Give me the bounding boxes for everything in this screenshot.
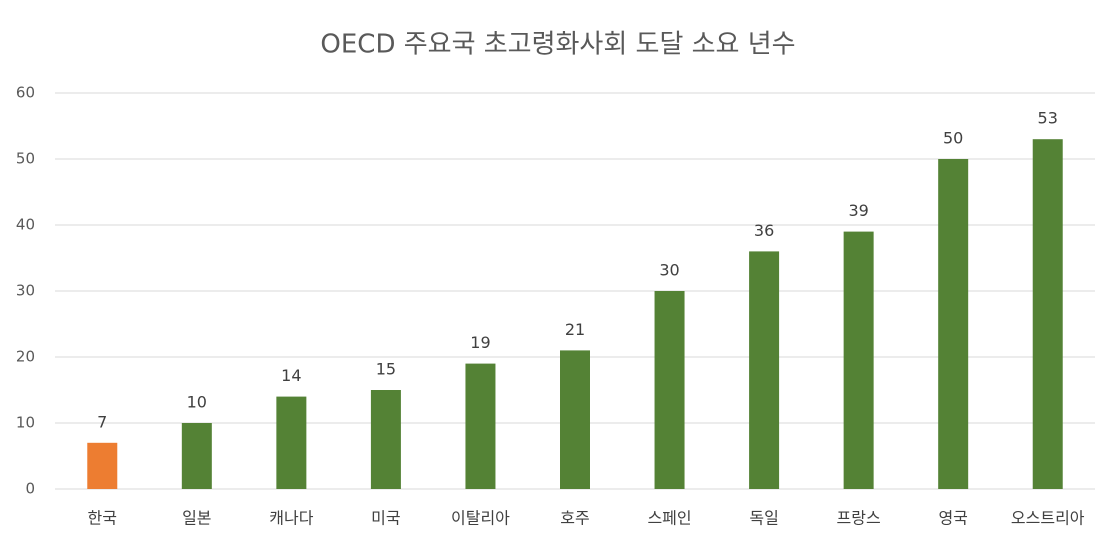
x-tick-label: 미국 bbox=[371, 509, 400, 528]
value-label: 10 bbox=[187, 393, 207, 412]
value-label: 50 bbox=[943, 129, 963, 148]
bar bbox=[560, 350, 590, 489]
x-tick-label: 한국 bbox=[88, 509, 117, 528]
value-label: 39 bbox=[848, 201, 868, 220]
bar bbox=[370, 390, 401, 489]
value-label: 14 bbox=[281, 366, 301, 385]
value-label: 36 bbox=[754, 221, 774, 240]
value-label: 7 bbox=[97, 412, 107, 431]
x-tick-label: 오스트리아 bbox=[1011, 509, 1085, 528]
y-tick-label: 50 bbox=[16, 150, 35, 168]
y-tick-label: 40 bbox=[16, 216, 35, 234]
bar bbox=[843, 231, 874, 489]
value-label: 15 bbox=[376, 360, 396, 379]
bar bbox=[749, 251, 780, 489]
x-tick-label: 이탈리아 bbox=[451, 509, 510, 528]
x-tick-label: 호주 bbox=[560, 509, 589, 528]
x-tick-label: 독일 bbox=[749, 509, 778, 528]
x-tick-label: 스페인 bbox=[647, 509, 691, 528]
bar bbox=[1032, 139, 1063, 489]
value-label: 53 bbox=[1038, 109, 1058, 128]
bar bbox=[276, 396, 307, 489]
bar bbox=[938, 159, 969, 489]
x-tick-label: 프랑스 bbox=[837, 509, 881, 528]
y-tick-label: 10 bbox=[16, 414, 35, 432]
value-label: 30 bbox=[659, 261, 679, 280]
y-tick-label: 0 bbox=[25, 480, 35, 498]
y-tick-label: 60 bbox=[16, 84, 35, 102]
x-tick-label: 일본 bbox=[182, 509, 211, 528]
value-label: 21 bbox=[565, 320, 585, 339]
x-tick-label: 영국 bbox=[938, 509, 967, 528]
chart-title: OECD 주요국 초고령화사회 도달 소요 년수 bbox=[320, 30, 795, 60]
y-tick-label: 20 bbox=[16, 348, 35, 366]
bar bbox=[465, 363, 496, 489]
bar bbox=[654, 291, 685, 489]
value-label: 19 bbox=[470, 333, 490, 352]
bar bbox=[87, 442, 118, 489]
x-tick-label: 캐나다 bbox=[269, 509, 313, 528]
y-tick-label: 30 bbox=[16, 282, 35, 300]
bar bbox=[181, 423, 212, 489]
